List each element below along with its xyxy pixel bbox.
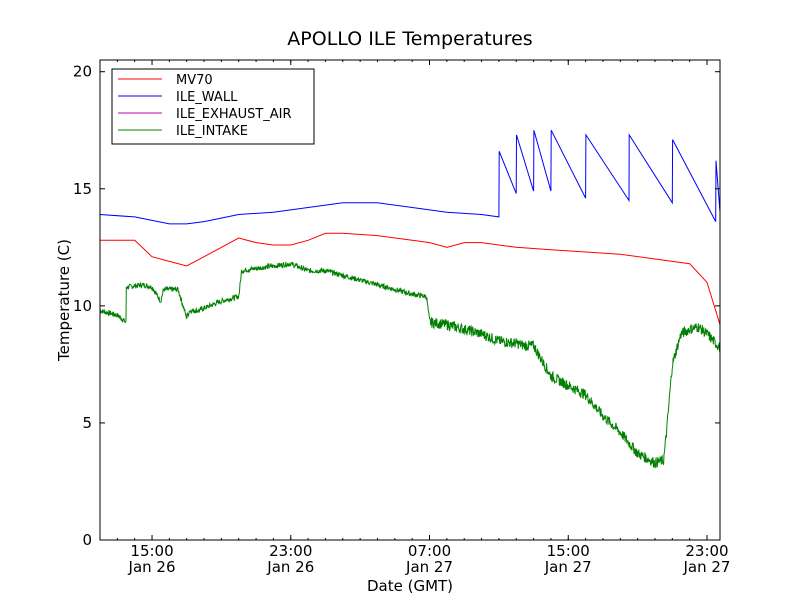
x-tick-label-time: 15:00 [547, 542, 590, 560]
series-line-ile-intake [99, 261, 721, 469]
y-tick-label: 0 [82, 531, 92, 549]
x-tick-label-date: Jan 27 [683, 558, 731, 576]
y-tick-label: 5 [82, 414, 92, 432]
plot-frame [99, 59, 721, 541]
x-tick-label-date: Jan 27 [405, 558, 453, 576]
y-axis-label: Temperature (C) [55, 239, 73, 362]
x-axis-label: Date (GMT) [367, 577, 453, 595]
legend-label: ILE_EXHAUST_AIR [176, 107, 292, 122]
legend-label: ILE_INTAKE [176, 124, 248, 139]
x-tick-label-time: 07:00 [408, 542, 451, 560]
x-tick-label-date: Jan 26 [128, 558, 176, 576]
y-tick-label: 15 [73, 180, 92, 198]
legend-label: ILE_WALL [176, 90, 238, 105]
y-tick-label: 20 [73, 63, 92, 81]
chart-title: APOLLO ILE Temperatures [287, 28, 532, 50]
legend-label: MV70 [176, 73, 213, 88]
x-tick-label-time: 23:00 [685, 542, 728, 560]
legend: MV70 ILE_WALL ILE_EXHAUST_AIR ILE_INTAKE [111, 68, 315, 145]
x-tick-label-date: Jan 26 [266, 558, 314, 576]
series-line-ile-wall [99, 129, 721, 225]
series-line-mv70 [100, 232, 721, 325]
x-tick-label-date: Jan 27 [544, 558, 592, 576]
x-tick-label-time: 23:00 [269, 542, 312, 560]
series-layer [99, 129, 721, 469]
legend-box [111, 68, 315, 145]
y-tick-label: 10 [73, 297, 92, 315]
y-axis: 0 5 10 15 20 [73, 63, 720, 549]
x-tick-label-time: 15:00 [130, 542, 173, 560]
